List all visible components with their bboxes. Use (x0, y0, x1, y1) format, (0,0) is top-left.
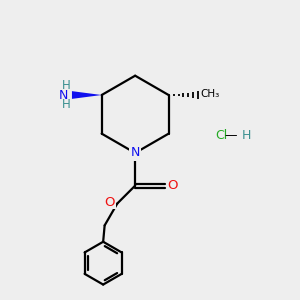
Text: H: H (62, 98, 71, 111)
Text: Cl: Cl (215, 129, 228, 142)
Text: O: O (167, 179, 178, 192)
Text: O: O (104, 196, 115, 208)
Text: H: H (242, 129, 251, 142)
Text: N: N (130, 146, 140, 160)
Text: CH₃: CH₃ (201, 89, 220, 99)
Text: —: — (225, 129, 237, 142)
Text: N: N (59, 89, 68, 102)
Text: H: H (62, 79, 71, 92)
Polygon shape (72, 91, 102, 99)
